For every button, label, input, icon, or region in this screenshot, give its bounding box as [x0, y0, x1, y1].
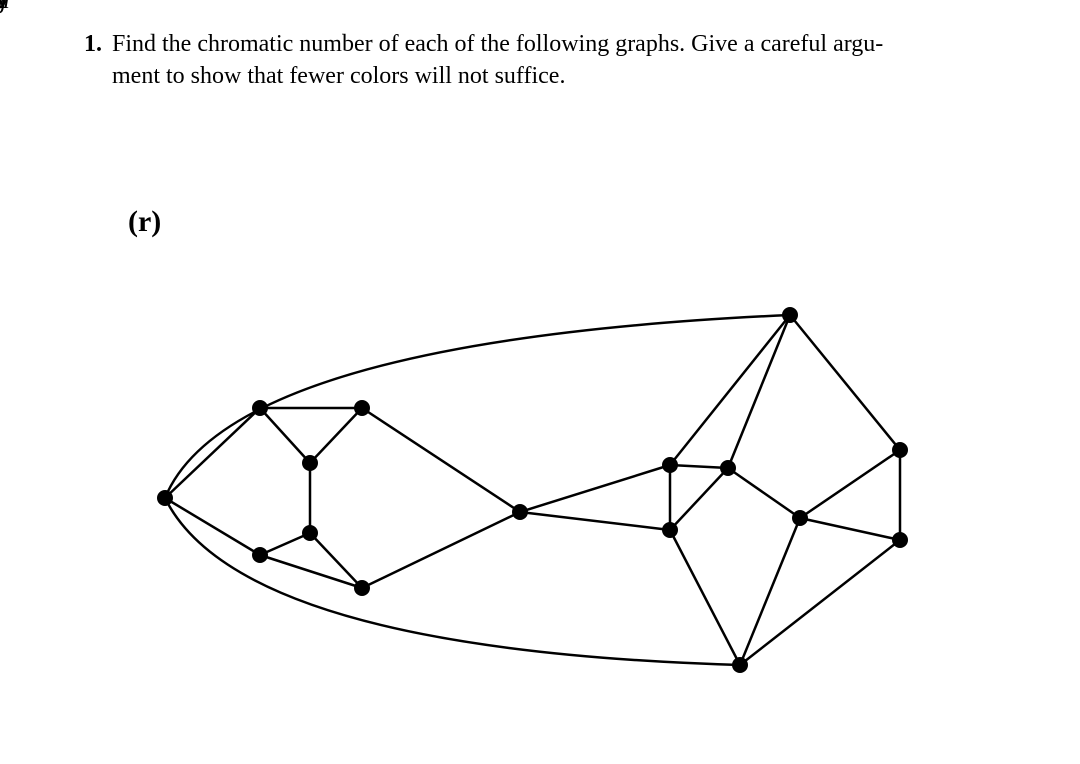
edge-e-f	[260, 533, 310, 555]
question-number: 1.	[84, 28, 112, 60]
node-g	[354, 580, 370, 596]
edge-c-h	[362, 408, 520, 512]
graph-svg	[100, 250, 980, 720]
edge-m-o	[800, 518, 900, 540]
question-line2: ment to show that fewer colors will not …	[112, 60, 1004, 92]
node-i	[782, 307, 798, 323]
node-m	[792, 510, 808, 526]
node-e	[302, 525, 318, 541]
nodes-layer	[157, 307, 908, 673]
edge-h-k	[520, 512, 670, 530]
edge-c-d	[310, 408, 362, 463]
edge-l-m	[728, 468, 800, 518]
question-line1: Find the chromatic number of each of the…	[112, 31, 883, 57]
node-l	[720, 460, 736, 476]
edge-o-p	[740, 540, 900, 665]
node-b	[252, 400, 268, 416]
edges-layer	[165, 315, 900, 665]
node-n	[892, 442, 908, 458]
edge-g-h	[362, 512, 520, 588]
node-d	[302, 455, 318, 471]
edge-a-f	[165, 498, 260, 555]
node-a	[157, 490, 173, 506]
part-label: (r)	[128, 205, 161, 239]
edge-i-l	[728, 315, 790, 468]
node-f	[252, 547, 268, 563]
edge-h-j	[520, 465, 670, 512]
edge-i-j	[670, 315, 790, 465]
node-o	[892, 532, 908, 548]
edge-a-b	[165, 408, 260, 498]
node-h	[512, 504, 528, 520]
edge-i-n	[790, 315, 900, 450]
node-j	[662, 457, 678, 473]
edge-k-p	[670, 530, 740, 665]
node-c	[354, 400, 370, 416]
edge-b-d	[260, 408, 310, 463]
curves-layer	[165, 315, 790, 665]
edge-m-n	[800, 450, 900, 518]
question-block: 1.Find the chromatic number of each of t…	[84, 28, 1004, 93]
edge-k-l	[670, 468, 728, 530]
node-k	[662, 522, 678, 538]
label-p: p	[0, 0, 7, 15]
curve-a-p	[165, 498, 740, 665]
edge-j-l	[670, 465, 728, 468]
node-p	[732, 657, 748, 673]
